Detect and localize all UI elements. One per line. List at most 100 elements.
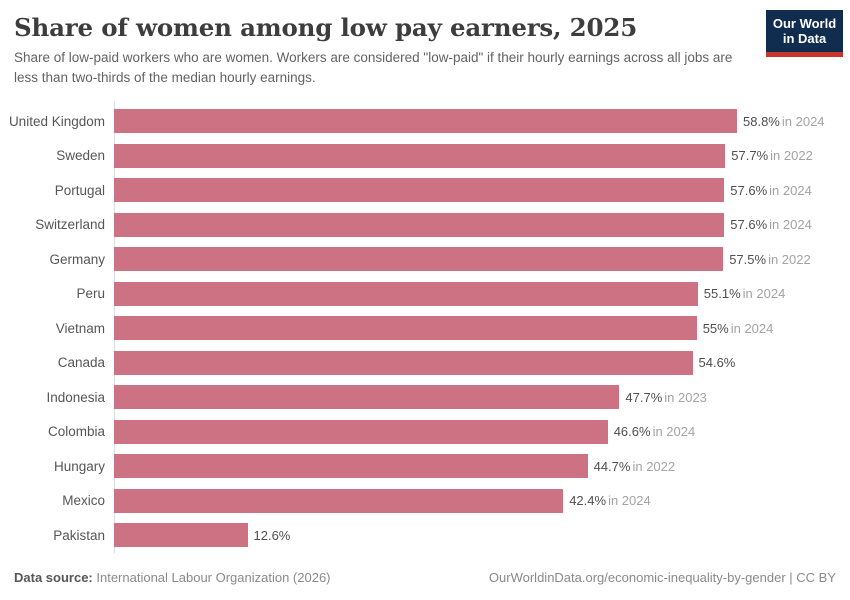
bar[interactable]	[114, 281, 698, 306]
bar[interactable]	[114, 385, 620, 410]
bar-row: Switzerland 57.6% in 2024	[0, 208, 850, 243]
bar[interactable]	[114, 143, 726, 168]
bar[interactable]	[114, 523, 248, 548]
value-label: 55.1% in 2024	[704, 286, 786, 301]
value-number: 55.1%	[703, 286, 741, 302]
country-label: Colombia	[47, 424, 105, 440]
country-label: Switzerland	[35, 217, 105, 233]
value-label: 42.4% in 2024	[569, 493, 651, 508]
bar-row: Portugal 57.6% in 2024	[0, 173, 850, 208]
country-label: Canada	[57, 355, 105, 371]
value-number: 54.6%	[698, 355, 736, 371]
bar-row: Peru 55.1% in 2024	[0, 277, 850, 312]
chart-subtitle: Share of low-paid workers who are women.…	[14, 50, 733, 85]
footer-link[interactable]: OurWorldinData.org/economic-inequality-b…	[488, 570, 836, 585]
bar-track: 57.6% in 2024	[114, 173, 850, 208]
bar[interactable]	[114, 316, 697, 341]
bar-row: United Kingdom 58.8% in 2024	[0, 104, 850, 139]
data-source-label: Data source:	[14, 570, 93, 585]
value-label: 54.6%	[699, 355, 736, 370]
bar-row: Colombia 46.6% in 2024	[0, 415, 850, 450]
value-label: 12.6%	[254, 528, 291, 543]
bar-track: 54.6%	[114, 346, 850, 381]
bar-row: Indonesia 47.7% in 2023	[0, 380, 850, 415]
value-label: 57.7% in 2022	[731, 148, 813, 163]
value-label: 57.6% in 2024	[730, 183, 812, 198]
value-number: 55%	[702, 320, 729, 336]
country-label: Hungary	[53, 458, 105, 474]
bar-track: 55% in 2024	[114, 311, 850, 346]
country-label: Germany	[49, 251, 105, 267]
owid-logo[interactable]: Our World in Data	[766, 10, 843, 57]
bar-track: 12.6%	[114, 518, 850, 553]
bar-track: 57.7% in 2022	[114, 139, 850, 174]
owid-logo-line1: Our World	[772, 16, 837, 31]
country-label: United Kingdom	[8, 113, 105, 129]
year-label: in 2023	[664, 389, 707, 405]
country-label: Mexico	[62, 493, 105, 509]
year-label: in 2024	[652, 424, 696, 440]
bar[interactable]	[114, 212, 725, 237]
country-label: Pakistan	[53, 527, 105, 543]
bar-row: Vietnam 55% in 2024	[0, 311, 850, 346]
data-source-value: International Labour Organization (2026)	[92, 570, 331, 585]
year-label: in 2024	[769, 217, 812, 233]
bar[interactable]	[114, 247, 724, 272]
bar-track: 57.6% in 2024	[114, 208, 850, 243]
year-label: in 2024	[769, 182, 812, 198]
year-label: in 2024	[781, 113, 825, 129]
value-label: 46.6% in 2024	[614, 424, 696, 439]
bar-track: 55.1% in 2024	[114, 277, 850, 312]
country-label: Portugal	[54, 182, 105, 198]
value-number: 58.8%	[743, 113, 780, 129]
bar-track: 57.5% in 2022	[114, 242, 850, 277]
bar[interactable]	[114, 178, 725, 203]
value-number: 57.7%	[731, 148, 769, 164]
bar[interactable]	[114, 454, 588, 479]
data-source: Data source: International Labour Organi…	[14, 570, 331, 585]
country-label: Sweden	[56, 148, 105, 164]
bar-track: 42.4% in 2024	[114, 484, 850, 519]
bar-track: 46.6% in 2024	[114, 415, 850, 450]
value-number: 44.7%	[593, 458, 631, 474]
year-label: in 2022	[770, 148, 813, 164]
year-label: in 2022	[768, 251, 811, 267]
bar-row: Germany 57.5% in 2022	[0, 242, 850, 277]
bar-row: Pakistan 12.6%	[0, 518, 850, 553]
country-label: Indonesia	[46, 389, 105, 405]
year-label: in 2024	[608, 493, 651, 509]
value-number: 57.5%	[729, 251, 767, 267]
bar-track: 44.7% in 2022	[114, 449, 850, 484]
bar-track: 47.7% in 2023	[114, 380, 850, 415]
year-label: in 2024	[742, 286, 786, 302]
chart-title: Share of women among low pay earners, 20…	[14, 13, 638, 42]
bar-chart: United Kingdom 58.8% in 2024 Sweden 57.7% in …	[0, 101, 850, 553]
value-label: 55% in 2024	[703, 321, 774, 336]
bar[interactable]	[114, 419, 608, 444]
bar[interactable]	[114, 109, 737, 134]
country-label: Vietnam	[55, 320, 105, 336]
chart-footer: Data source: International Labour Organi…	[14, 570, 836, 585]
value-number: 47.7%	[625, 389, 663, 405]
value-number: 12.6%	[253, 527, 291, 543]
bar-row: Mexico 42.4% in 2024	[0, 484, 850, 519]
value-label: 57.5% in 2022	[729, 252, 811, 267]
bar-rows: United Kingdom 58.8% in 2024 Sweden 57.7% in …	[0, 104, 850, 553]
year-label: in 2024	[730, 320, 774, 336]
chart-header: Share of women among low pay earners, 20…	[0, 0, 850, 88]
value-label: 57.6% in 2024	[730, 217, 812, 232]
value-label: 44.7% in 2022	[594, 459, 676, 474]
year-label: in 2022	[632, 458, 676, 474]
value-label: 47.7% in 2023	[625, 390, 707, 405]
value-number: 42.4%	[569, 493, 607, 509]
country-label: Peru	[76, 286, 105, 302]
bar[interactable]	[114, 488, 564, 513]
bar-row: Sweden 57.7% in 2022	[0, 139, 850, 174]
owid-logo-line2: in Data	[782, 31, 827, 47]
bar-row: Canada 54.6%	[0, 346, 850, 381]
bar-row: Hungary 44.7% in 2022	[0, 449, 850, 484]
bar[interactable]	[114, 350, 693, 375]
bar-track: 58.8% in 2024	[114, 104, 850, 139]
value-number: 57.6%	[730, 182, 768, 198]
value-number: 46.6%	[613, 424, 651, 440]
